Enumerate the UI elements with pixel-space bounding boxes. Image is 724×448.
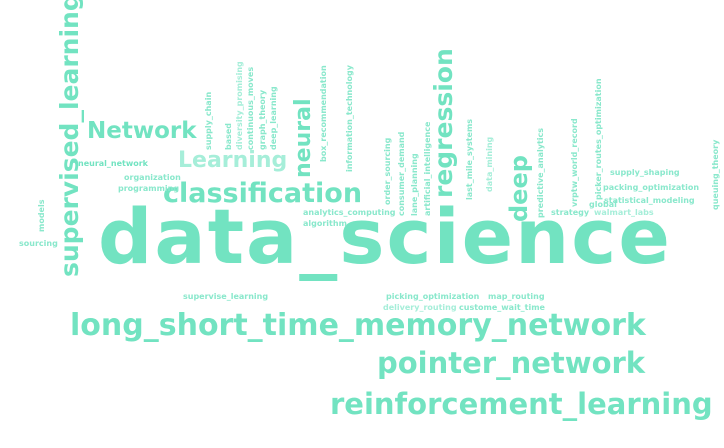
word-supervise-learning: supervise_learning bbox=[183, 292, 269, 301]
word-classification: classification bbox=[163, 178, 363, 209]
word-organization: organization bbox=[124, 173, 181, 182]
word-consumer-demand: consumer_demand bbox=[397, 131, 406, 216]
word-data-mining: data_mining bbox=[485, 136, 494, 192]
word-continuous-moves: continuous_moves bbox=[246, 66, 255, 150]
word-supply-chain: supply_chain bbox=[204, 91, 213, 150]
word-global: global bbox=[589, 200, 617, 209]
word-supervised-learning: supervised_learning bbox=[55, 0, 84, 277]
word-box-recommendation: box_recommendation bbox=[319, 65, 328, 162]
word-long-short-time-memory-network: long_short_time_memory_network bbox=[70, 308, 646, 343]
word-pointer-network: pointer_network bbox=[377, 346, 646, 380]
word-deep: deep bbox=[505, 155, 533, 222]
word-analytics-computing: analytics_computing bbox=[303, 208, 396, 217]
word-vrptw-world-record: vrptw_world_record bbox=[570, 118, 579, 207]
word-custome-wait-time: custome_wait_time bbox=[459, 303, 545, 312]
word-network: Network bbox=[87, 118, 197, 144]
word-strategy: strategy bbox=[551, 208, 590, 217]
word-graph-theory: graph_theory bbox=[258, 89, 267, 150]
word-neural: neural bbox=[291, 98, 316, 178]
word-map-routing: map_routing bbox=[488, 292, 545, 301]
word-programming: programming bbox=[118, 184, 180, 193]
word-sourcing: sourcing bbox=[19, 239, 58, 248]
word-regression: regression bbox=[429, 48, 458, 198]
word-walmart-labs: walmart_labs bbox=[594, 208, 654, 217]
word-algorithm: algorithm bbox=[303, 219, 347, 228]
word-data-science: data_science bbox=[98, 192, 672, 281]
word-packing-optimization: packing_optimization bbox=[603, 183, 700, 192]
word-diversity-promising: diversity_promising bbox=[235, 61, 244, 150]
word-based: based bbox=[224, 122, 233, 150]
word-predictive-analytics: predictive_analytics bbox=[536, 127, 545, 218]
word-picker-routes-optimization: picker_routes_optimization bbox=[594, 78, 603, 200]
word-models: models bbox=[37, 199, 46, 233]
word-last-mile-systems: last_mile_systems bbox=[465, 118, 474, 200]
word-supply-shaping: supply_shaping bbox=[610, 168, 680, 177]
word-delivery-routing: delivery_routing bbox=[383, 303, 457, 312]
word-learning: Learning bbox=[178, 148, 288, 173]
word-neural-network: neural_network bbox=[78, 159, 148, 168]
word-picking-optimization: picking_optimization bbox=[386, 292, 480, 301]
word-statistical-modeling: statistical_modeling bbox=[604, 196, 695, 205]
word-artificial-intelligence: artificial_intelligence bbox=[423, 121, 432, 216]
word-queuing-theory: queuing_theory bbox=[711, 139, 720, 210]
word-deep-learning: deep_learning bbox=[269, 86, 278, 150]
word-order-sourcing: order_sourcing bbox=[383, 137, 392, 205]
word-reinforcement-learning: reinforcement_learning bbox=[330, 387, 713, 421]
word-lane-planning: lane_planning bbox=[410, 153, 419, 216]
word-information-technology: information_technology bbox=[345, 65, 354, 172]
